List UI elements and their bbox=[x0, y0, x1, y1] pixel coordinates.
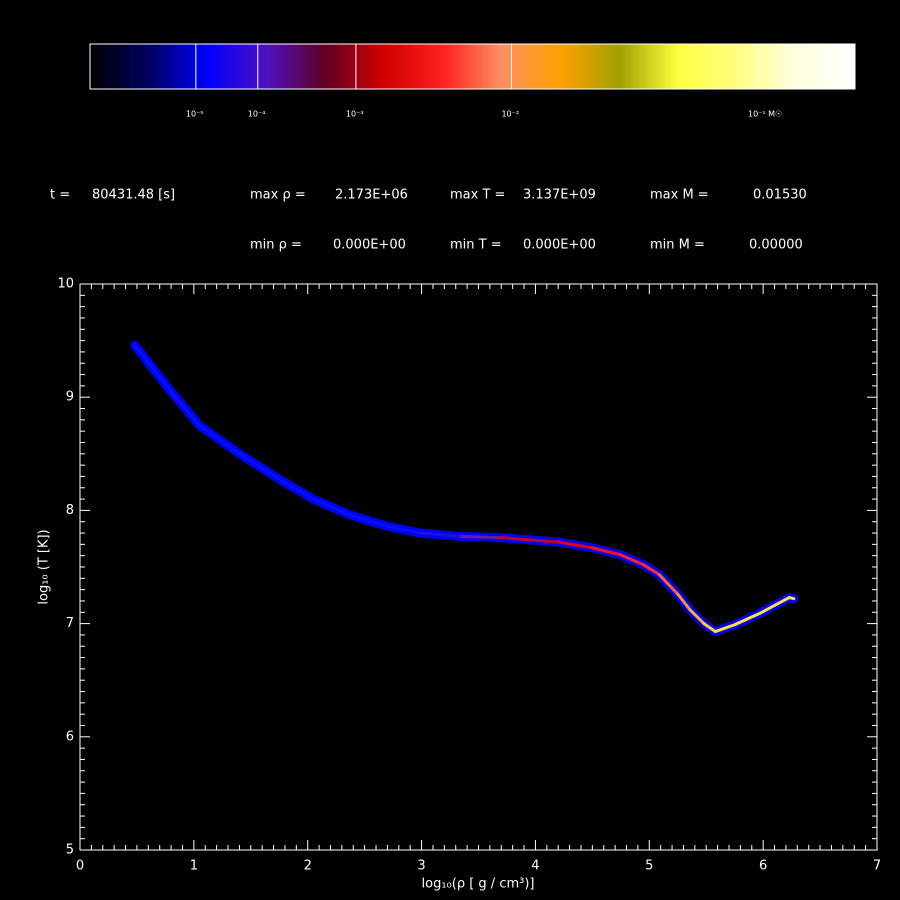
x-tick-label: 3 bbox=[417, 859, 425, 874]
density-core bbox=[198, 424, 241, 456]
density-core bbox=[557, 540, 594, 550]
stat-label: min ρ = bbox=[250, 238, 302, 253]
density-core bbox=[348, 513, 389, 528]
y-tick-label: 10 bbox=[57, 277, 74, 292]
stat-label: t = bbox=[50, 188, 70, 203]
stat-label: min T = bbox=[450, 238, 502, 253]
density-core bbox=[418, 531, 463, 538]
colorbar-tick-label: 10⁻⁵ bbox=[186, 110, 204, 119]
y-tick-label: 9 bbox=[66, 390, 74, 405]
x-tick-label: 6 bbox=[759, 859, 767, 874]
colorbar-tick-label: 10⁻¹ M☉ bbox=[748, 110, 782, 119]
stat-value: 80431.48 [s] bbox=[92, 188, 175, 203]
density-core bbox=[385, 524, 422, 535]
stat-value: 0.000E+00 bbox=[523, 238, 596, 253]
stat-value: 0.000E+00 bbox=[333, 238, 406, 253]
colorbar-tick-label: 10⁻² bbox=[501, 110, 519, 119]
density-core bbox=[787, 596, 796, 601]
stat-value: 0.01530 bbox=[753, 188, 807, 203]
y-tick-label: 8 bbox=[66, 503, 74, 518]
density-band bbox=[130, 340, 799, 637]
x-tick-label: 2 bbox=[304, 859, 312, 874]
density-core bbox=[169, 390, 202, 427]
density-core bbox=[676, 592, 692, 612]
density-core bbox=[311, 497, 352, 517]
density-core bbox=[459, 534, 502, 540]
stat-label: max M = bbox=[650, 188, 709, 203]
density-core bbox=[278, 478, 315, 501]
x-tick-label: 0 bbox=[76, 859, 84, 874]
x-tick-label: 1 bbox=[190, 859, 198, 874]
stat-value: 2.173E+06 bbox=[335, 188, 408, 203]
stat-label: min M = bbox=[650, 238, 705, 253]
density-core bbox=[642, 563, 662, 577]
colorbar-tick-label: 10⁻⁴ bbox=[248, 110, 266, 119]
density-core bbox=[590, 546, 622, 557]
colorbar bbox=[89, 43, 856, 90]
density-core bbox=[733, 611, 762, 627]
y-axis-label: log₁₀ (T [K]) bbox=[37, 529, 52, 604]
density-core bbox=[758, 603, 777, 615]
density-core bbox=[658, 573, 680, 596]
density-core bbox=[498, 536, 561, 544]
y-tick-label: 5 bbox=[66, 843, 74, 858]
x-tick-label: 4 bbox=[531, 859, 539, 874]
stat-label: max ρ = bbox=[250, 188, 306, 203]
stat-value: 3.137E+09 bbox=[523, 188, 596, 203]
stat-label: max T = bbox=[450, 188, 505, 203]
x-tick-label: 5 bbox=[645, 859, 653, 874]
y-tick-label: 7 bbox=[66, 616, 74, 631]
y-tick-label: 6 bbox=[66, 729, 74, 744]
density-core bbox=[133, 343, 173, 394]
stat-value: 0.00000 bbox=[749, 238, 803, 253]
x-tick-label: 7 bbox=[873, 859, 881, 874]
density-core bbox=[237, 452, 282, 482]
density-core bbox=[618, 553, 646, 567]
plot-frame bbox=[79, 283, 878, 851]
density-core bbox=[688, 608, 706, 626]
density-core bbox=[702, 622, 717, 634]
density-core bbox=[713, 623, 737, 634]
density-core bbox=[773, 596, 791, 607]
x-axis-label: log₁₀(ρ [ g / cm³)] bbox=[422, 877, 535, 892]
colorbar-tick-label: 10⁻³ bbox=[346, 110, 364, 119]
